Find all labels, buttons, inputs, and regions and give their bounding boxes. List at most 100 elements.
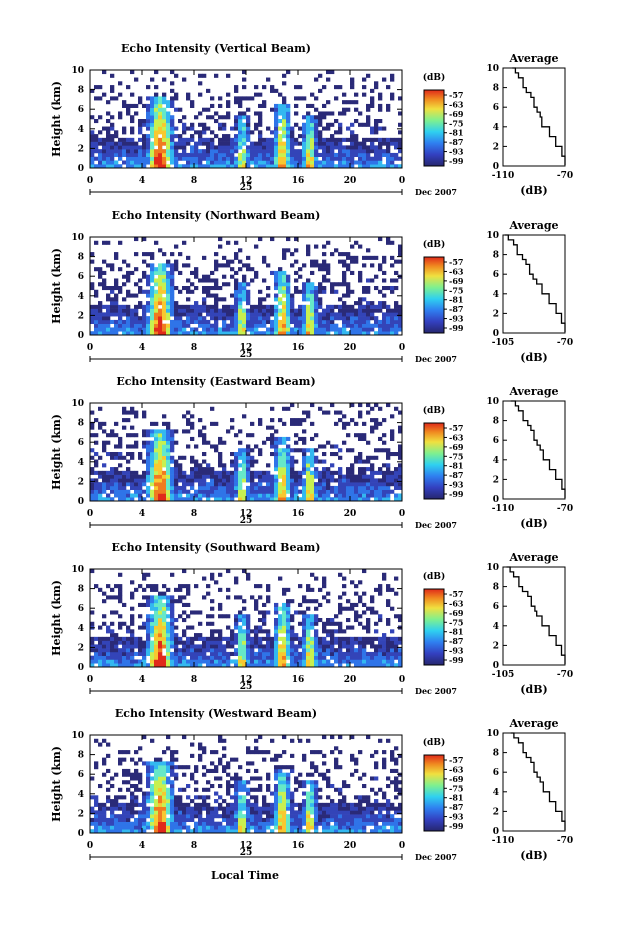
- heatmap-cell: [246, 160, 251, 165]
- heatmap-cell: [242, 77, 247, 82]
- heatmap-cell: [162, 489, 167, 494]
- heatmap-cell: [214, 304, 219, 309]
- heatmap-cell: [262, 137, 267, 142]
- heatmap-cell: [338, 648, 343, 653]
- heatmap-cell: [118, 308, 123, 313]
- heatmap-cell: [202, 829, 207, 834]
- heatmap-cell: [190, 776, 195, 781]
- heatmap-cell: [166, 263, 171, 268]
- heatmap-cell: [138, 160, 143, 165]
- heatmap-cell: [338, 418, 343, 423]
- heatmap-cell: [126, 459, 131, 464]
- heatmap-cell: [338, 636, 343, 641]
- heatmap-cell: [122, 478, 127, 483]
- heatmap-cell: [350, 651, 355, 656]
- heatmap-cell: [234, 141, 239, 146]
- heatmap-cell: [162, 421, 167, 426]
- heatmap-cell: [114, 817, 119, 822]
- heatmap-cell: [250, 327, 255, 332]
- heatmap-cell: [338, 130, 343, 135]
- heatmap-cell: [290, 485, 295, 490]
- heatmap-cell: [362, 474, 367, 479]
- heatmap-cell: [170, 312, 175, 317]
- heatmap-cell: [154, 776, 159, 781]
- heatmap-cell: [162, 584, 167, 589]
- heatmap-cell: [202, 595, 207, 600]
- heatmap-cell: [378, 304, 383, 309]
- heatmap-cell: [98, 115, 103, 120]
- heatmap-cell: [354, 301, 359, 306]
- heatmap-cell: [342, 327, 347, 332]
- heatmap-cell: [314, 485, 319, 490]
- heatmap-cell: [198, 644, 203, 649]
- heatmap-cell: [222, 663, 227, 668]
- heatmap-cell: [186, 474, 191, 479]
- heatmap-cell: [98, 308, 103, 313]
- heatmap-cell: [178, 331, 183, 336]
- heatmap-cell: [278, 663, 283, 668]
- heatmap-cell: [298, 274, 303, 279]
- heatmap-cell: [202, 470, 207, 475]
- heatmap-cell: [106, 663, 111, 668]
- heatmap-cell: [90, 331, 95, 336]
- heatmap-cell: [106, 145, 111, 150]
- heatmap-cell: [158, 286, 163, 291]
- heatmap-cell: [378, 323, 383, 328]
- heatmap-cell: [170, 304, 175, 309]
- colorbar-tick-label: -69: [449, 608, 464, 618]
- heatmap-cell: [154, 459, 159, 464]
- heatmap-cell: [234, 301, 239, 306]
- heatmap-cell: [158, 633, 163, 638]
- heatmap-cell: [374, 403, 379, 408]
- heatmap-cell: [282, 463, 287, 468]
- heatmap-cell: [150, 289, 155, 294]
- heatmap-cell: [326, 633, 331, 638]
- heatmap-cell: [358, 474, 363, 479]
- heatmap-cell: [238, 259, 243, 264]
- heatmap-cell: [238, 636, 243, 641]
- heatmap-cell: [194, 584, 199, 589]
- heatmap-cell: [350, 85, 355, 90]
- heatmap-cell: [386, 478, 391, 483]
- heatmap-cell: [258, 584, 263, 589]
- heatmap-cell: [238, 497, 243, 502]
- heatmap-cell: [242, 829, 247, 834]
- heatmap-cell: [302, 599, 307, 604]
- heatmap-cell: [266, 648, 271, 653]
- heatmap-cell: [174, 164, 179, 169]
- heatmap-cell: [354, 312, 359, 317]
- heatmap-cell: [210, 784, 215, 789]
- heatmap-cell: [286, 436, 291, 441]
- colorbar-tick-label: -93: [449, 646, 464, 656]
- heatmap-cell: [166, 474, 171, 479]
- heatmap-cell: [206, 463, 211, 468]
- heatmap-cell: [314, 599, 319, 604]
- heatmap-cell: [150, 141, 155, 146]
- heatmap-cell: [254, 482, 259, 487]
- heatmap-cell: [210, 629, 215, 634]
- heatmap-cell: [314, 293, 319, 298]
- heatmap-cell: [166, 659, 171, 664]
- heatmap-cell: [186, 584, 191, 589]
- heatmap-cell: [310, 493, 315, 498]
- heatmap-cell: [190, 817, 195, 822]
- heatmap-cell: [226, 787, 231, 792]
- heatmap-cell: [322, 651, 327, 656]
- heatmap-cell: [278, 137, 283, 142]
- heatmap-cell: [278, 418, 283, 423]
- heatmap-cell: [314, 497, 319, 502]
- heatmap-cell: [114, 659, 119, 664]
- heatmap-cell: [310, 263, 315, 268]
- heatmap-cell: [214, 776, 219, 781]
- heatmap-cell: [182, 602, 187, 607]
- heatmap-cell: [158, 463, 163, 468]
- heatmap-cell: [182, 308, 187, 313]
- heatmap-cell: [218, 648, 223, 653]
- heatmap-cell: [210, 115, 215, 120]
- heatmap-cell: [158, 316, 163, 321]
- heatmap-cell: [386, 327, 391, 332]
- heatmap-cell: [386, 644, 391, 649]
- heatmap-cell: [298, 267, 303, 272]
- heatmap-cell: [182, 115, 187, 120]
- heatmap-cell: [206, 88, 211, 93]
